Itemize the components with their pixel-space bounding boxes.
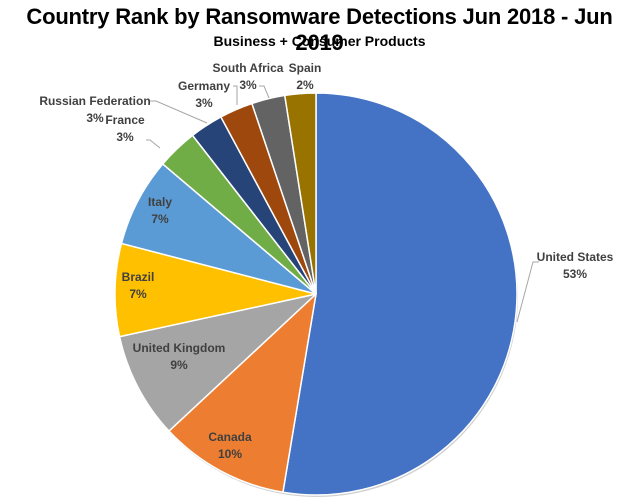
pie-slice-canada <box>168 293 317 494</box>
chart-subtitle: Business + Consumer Products <box>213 33 426 49</box>
label-spain: Spain <box>289 61 322 75</box>
pie-slices <box>114 92 518 497</box>
leader-line-germany <box>233 85 238 105</box>
pct-brazil: 7% <box>129 287 147 301</box>
leader-line-france <box>146 139 161 149</box>
label-united-kingdom: United Kingdom <box>133 341 226 355</box>
pct-germany: 3% <box>195 96 213 110</box>
pct-canada: 10% <box>218 447 242 461</box>
leader-lines <box>146 85 539 323</box>
leader-line-united-states <box>516 261 539 323</box>
label-russian-federation: Russian Federation <box>39 94 150 108</box>
chart-title: Country Rank by Ransomware Detections Ju… <box>26 4 613 55</box>
label-united-states: United States <box>537 250 614 264</box>
pct-russian-federation: 3% <box>86 111 104 125</box>
pct-united-states: 53% <box>563 267 587 281</box>
pct-france: 3% <box>116 130 134 144</box>
leader-line-south-africa <box>259 85 270 99</box>
pct-united-kingdom: 9% <box>170 358 188 372</box>
pie-slice-united-kingdom <box>118 293 317 432</box>
label-italy: Italy <box>148 195 172 209</box>
label-france: France <box>105 113 145 127</box>
pie-slice-united-states <box>282 92 518 496</box>
leader-line-russian-federation <box>150 100 208 124</box>
pie-slice-spain <box>284 92 317 295</box>
pct-italy: 7% <box>151 212 169 226</box>
label-south-africa: South Africa <box>213 61 284 75</box>
label-brazil: Brazil <box>122 270 155 284</box>
pct-spain: 2% <box>296 78 314 92</box>
pct-south-africa: 3% <box>239 78 257 92</box>
label-canada: Canada <box>208 430 252 444</box>
label-germany: Germany <box>178 79 230 93</box>
